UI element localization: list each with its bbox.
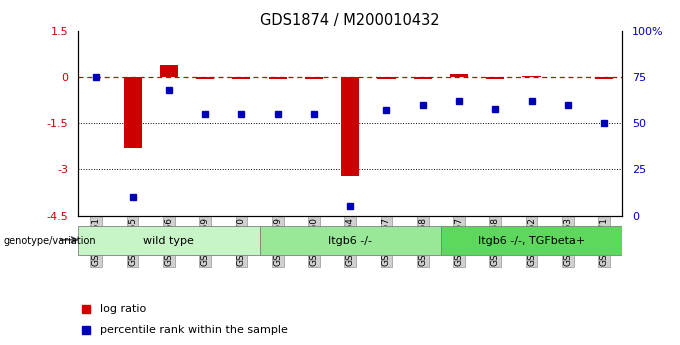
Bar <box>486 77 505 79</box>
Bar <box>341 77 359 176</box>
Bar <box>160 65 178 77</box>
Bar <box>450 74 468 77</box>
Text: log ratio: log ratio <box>100 304 146 314</box>
Bar <box>196 77 214 79</box>
Bar <box>377 77 396 79</box>
Text: percentile rank within the sample: percentile rank within the sample <box>100 325 288 335</box>
Bar <box>78 226 260 255</box>
Bar <box>260 226 441 255</box>
Text: Itgb6 -/-: Itgb6 -/- <box>328 236 372 246</box>
Bar <box>269 77 287 79</box>
Text: genotype/variation: genotype/variation <box>3 236 96 246</box>
Bar <box>441 226 622 255</box>
Bar <box>305 77 323 79</box>
Text: Itgb6 -/-, TGFbeta+: Itgb6 -/-, TGFbeta+ <box>478 236 585 246</box>
Bar <box>233 77 250 79</box>
Bar <box>413 77 432 79</box>
Bar <box>522 76 541 77</box>
Title: GDS1874 / M200010432: GDS1874 / M200010432 <box>260 13 440 29</box>
Bar <box>595 77 613 79</box>
Text: wild type: wild type <box>143 236 194 246</box>
Bar <box>124 77 141 148</box>
